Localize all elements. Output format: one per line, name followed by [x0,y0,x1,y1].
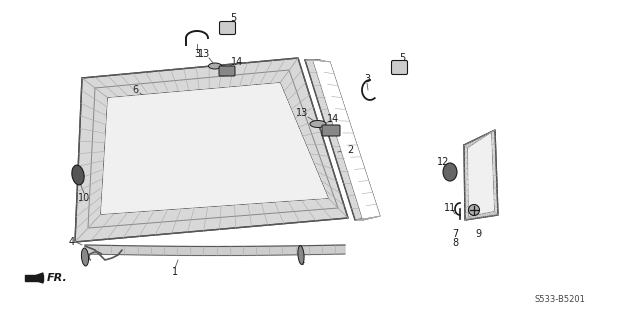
Text: 14: 14 [327,114,339,124]
Text: 7: 7 [452,229,458,239]
Polygon shape [29,273,43,283]
Text: 13: 13 [198,49,210,59]
Text: 4: 4 [299,257,305,267]
Text: 9: 9 [475,229,481,239]
FancyBboxPatch shape [219,66,235,76]
Text: FR.: FR. [47,273,68,283]
Text: 1: 1 [172,267,178,277]
Polygon shape [313,60,380,220]
Polygon shape [468,133,494,216]
Text: 5: 5 [230,13,236,23]
Text: 5: 5 [399,53,405,63]
Polygon shape [468,133,494,216]
FancyBboxPatch shape [220,21,236,35]
Polygon shape [305,60,370,220]
Ellipse shape [208,63,222,69]
Ellipse shape [72,165,84,185]
FancyBboxPatch shape [322,125,340,136]
Polygon shape [75,58,348,242]
Text: 3: 3 [364,74,370,84]
Polygon shape [85,245,345,255]
Text: 2: 2 [347,145,353,155]
Ellipse shape [82,248,89,266]
Polygon shape [101,83,328,214]
Text: 11: 11 [444,203,456,213]
FancyBboxPatch shape [392,60,408,75]
Text: 13: 13 [296,108,308,118]
Ellipse shape [443,163,457,181]
Text: 6: 6 [132,85,138,95]
Polygon shape [25,275,43,281]
Text: 10: 10 [78,193,90,203]
Polygon shape [464,130,498,220]
Polygon shape [101,83,328,214]
Text: 14: 14 [231,57,243,67]
Text: 3: 3 [194,49,200,59]
Text: 12: 12 [437,157,449,167]
Text: S533-B5201: S533-B5201 [534,295,585,305]
Ellipse shape [298,245,304,264]
Text: 4: 4 [69,237,75,247]
Text: 8: 8 [452,238,458,248]
Ellipse shape [468,204,480,215]
Ellipse shape [310,121,326,127]
